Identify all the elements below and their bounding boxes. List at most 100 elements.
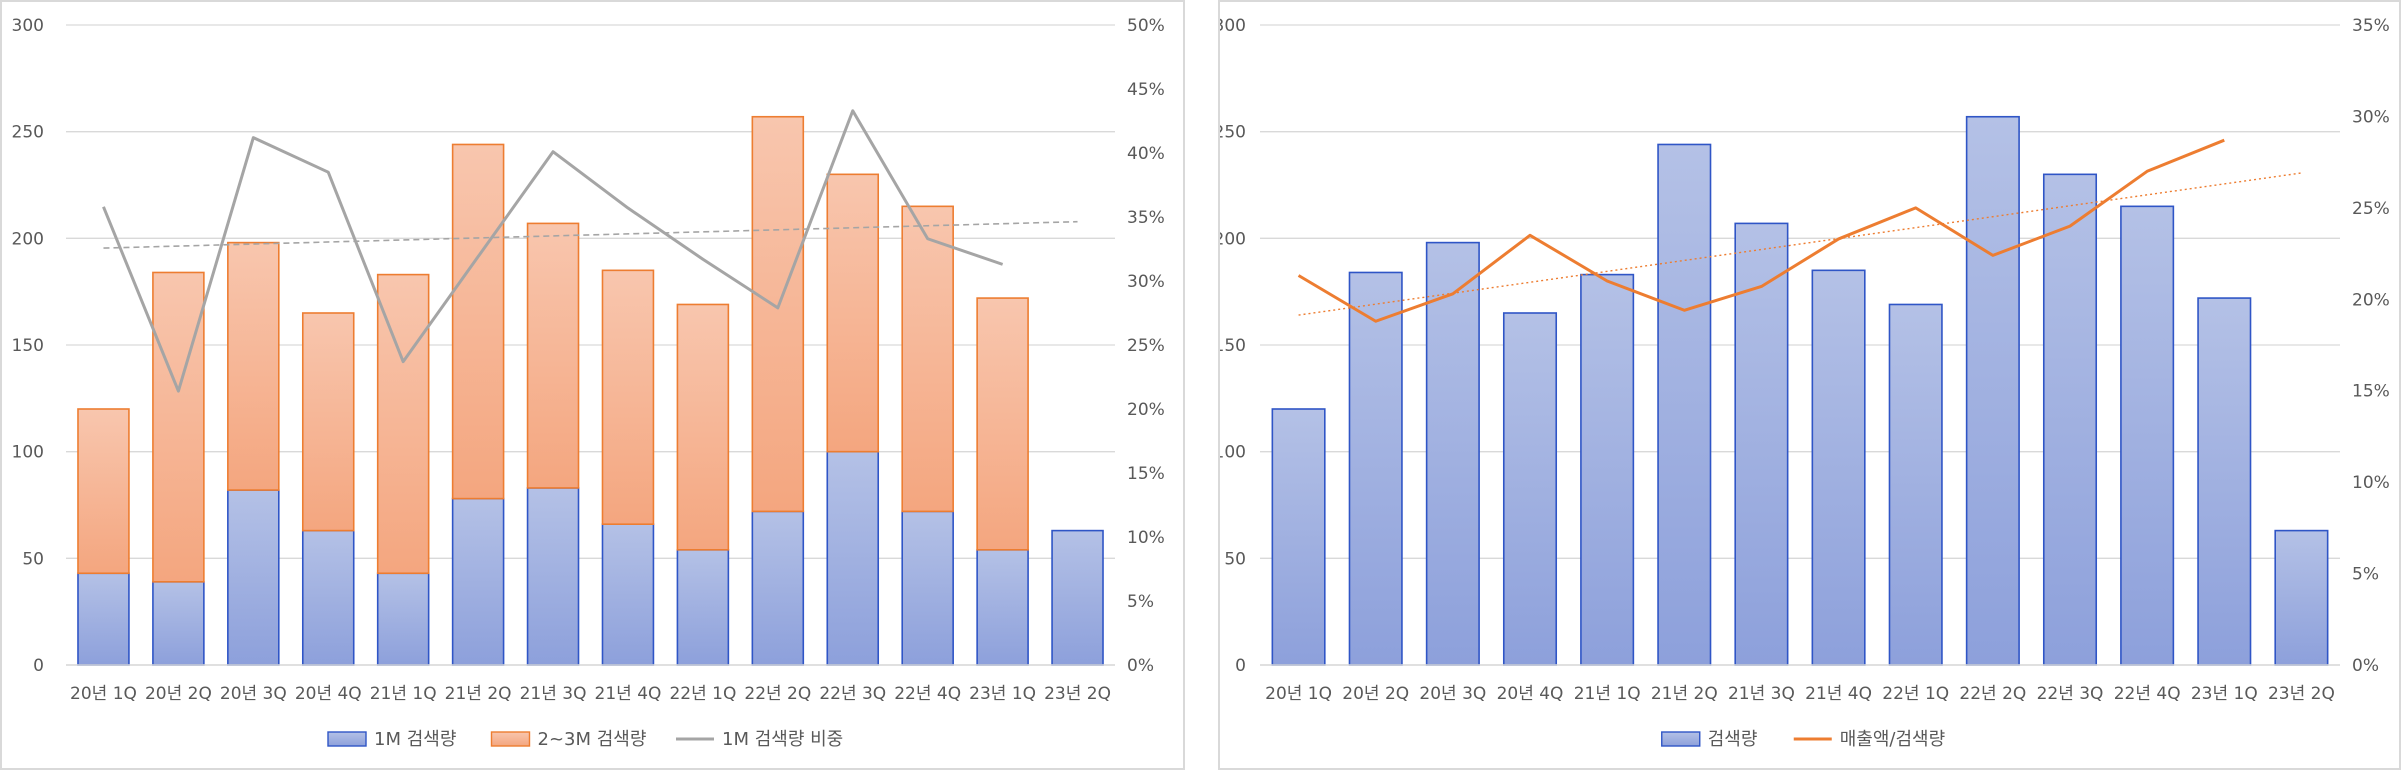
bar <box>303 531 354 665</box>
bar <box>827 452 878 665</box>
legend-label: 1M 검색량 비중 <box>722 729 843 750</box>
x-tick-label: 20년 3Q <box>1419 684 1486 704</box>
bar <box>977 550 1028 665</box>
y-tick-label: 0 <box>1235 656 1246 676</box>
x-tick-label: 20년 2Q <box>1342 684 1409 704</box>
bar <box>2044 174 2096 665</box>
y-tick-label: 0 <box>33 656 44 676</box>
legend-swatch <box>328 732 366 746</box>
legend-label: 1M 검색량 <box>374 729 456 750</box>
y2-tick-label: 5% <box>1127 592 1154 612</box>
bar <box>1349 272 1401 665</box>
bar <box>1889 304 1941 665</box>
bar <box>2198 298 2250 665</box>
bar <box>2121 206 2173 665</box>
gridlines <box>66 25 1115 665</box>
y2-tick-label: 30% <box>1127 272 1165 292</box>
bar-segment-2-3m <box>453 144 504 498</box>
y2-tick-label: 0% <box>2352 656 2379 676</box>
bar <box>1812 270 1864 665</box>
x-tick-label: 21년 2Q <box>1651 684 1718 704</box>
legend-label: 검색량 <box>1708 729 1758 750</box>
y-tick-label: 150 <box>12 336 44 356</box>
x-tick-label: 22년 3Q <box>819 684 886 704</box>
x-tick-label: 20년 1Q <box>70 684 137 704</box>
y2-tick-label: 25% <box>2352 199 2390 219</box>
legend-swatch <box>492 732 530 746</box>
x-tick-label: 23년 1Q <box>2191 684 2258 704</box>
y2-tick-label: 20% <box>2352 290 2390 310</box>
x-tick-label: 22년 4Q <box>894 684 961 704</box>
chart-left: 0501001502002503000%5%10%15%20%25%30%35%… <box>2 2 1187 772</box>
bar <box>228 490 279 665</box>
x-tick-label: 20년 2Q <box>145 684 212 704</box>
x-tick-label: 23년 1Q <box>969 684 1036 704</box>
y2-tick-label: 15% <box>2352 382 2390 402</box>
x-tick-label: 22년 3Q <box>2037 684 2104 704</box>
x-tick-label: 21년 2Q <box>445 684 512 704</box>
y2-tick-label: 0% <box>1127 656 1154 676</box>
x-tick-label: 22년 2Q <box>1959 684 2026 704</box>
x-tick-label: 20년 4Q <box>295 684 362 704</box>
x-tick-label: 21년 3Q <box>1728 684 1795 704</box>
y2-tick-label: 40% <box>1127 144 1165 164</box>
bar-segment-2-3m <box>602 270 653 524</box>
bar-series <box>78 117 1103 665</box>
y2-tick-label: 30% <box>2352 107 2390 127</box>
y-tick-label: 100 <box>12 443 44 463</box>
bar-segment-2-3m <box>827 174 878 451</box>
legend: 1M 검색량 2~3M 검색량 1M 검색량 비중 <box>328 729 843 750</box>
y2-tick-label: 50% <box>1127 16 1165 36</box>
y-tick-label: 200 <box>12 229 44 249</box>
bar <box>902 511 953 665</box>
x-tick-label: 20년 3Q <box>220 684 287 704</box>
bar <box>1427 243 1479 665</box>
chart-right: 0501001502002503000%5%10%15%20%25%30%35%… <box>1220 2 2401 772</box>
legend-swatch <box>1662 732 1700 746</box>
bar <box>78 573 129 665</box>
y-tick-label: 100 <box>1220 443 1246 463</box>
y2-tick-label: 15% <box>1127 464 1165 484</box>
y2-tick-label: 20% <box>1127 400 1165 420</box>
y2-tick-label: 35% <box>1127 208 1165 228</box>
y-tick-label: 150 <box>1220 336 1246 356</box>
x-tick-label: 22년 1Q <box>669 684 736 704</box>
bar <box>1967 117 2019 665</box>
y2-tick-label: 5% <box>2352 565 2379 585</box>
bar <box>453 499 504 665</box>
bar-series <box>1272 117 2327 665</box>
x-tick-label: 22년 2Q <box>744 684 811 704</box>
bar-segment-2-3m <box>977 298 1028 550</box>
bar-segment-2-3m <box>303 313 354 531</box>
bar <box>153 582 204 665</box>
x-tick-label: 20년 1Q <box>1265 684 1332 704</box>
gridlines <box>1260 25 2340 665</box>
bar <box>1735 223 1787 665</box>
bar <box>752 511 803 665</box>
bar-segment-2-3m <box>228 243 279 490</box>
x-tick-label: 21년 1Q <box>370 684 437 704</box>
y2-tick-label: 35% <box>2352 16 2390 36</box>
x-tick-label: 20년 4Q <box>1497 684 1564 704</box>
bar <box>1272 409 1324 665</box>
bar <box>677 550 728 665</box>
y2-tick-label: 10% <box>1127 528 1165 548</box>
bar <box>378 573 429 665</box>
bar <box>602 524 653 665</box>
legend-label: 2~3M 검색량 <box>538 729 647 750</box>
y-tick-label: 200 <box>1220 229 1246 249</box>
y-tick-label: 50 <box>22 549 44 569</box>
bar <box>1052 531 1103 665</box>
y-tick-label: 250 <box>1220 123 1246 143</box>
x-tick-label: 21년 3Q <box>520 684 587 704</box>
bar <box>2275 531 2327 665</box>
y-tick-label: 300 <box>12 16 44 36</box>
x-tick-label: 22년 1Q <box>1882 684 1949 704</box>
bar <box>1581 275 1633 665</box>
x-tick-label: 23년 2Q <box>2268 684 2335 704</box>
bar-segment-2-3m <box>677 304 728 549</box>
bar-segment-2-3m <box>902 206 953 511</box>
bar <box>528 488 579 665</box>
